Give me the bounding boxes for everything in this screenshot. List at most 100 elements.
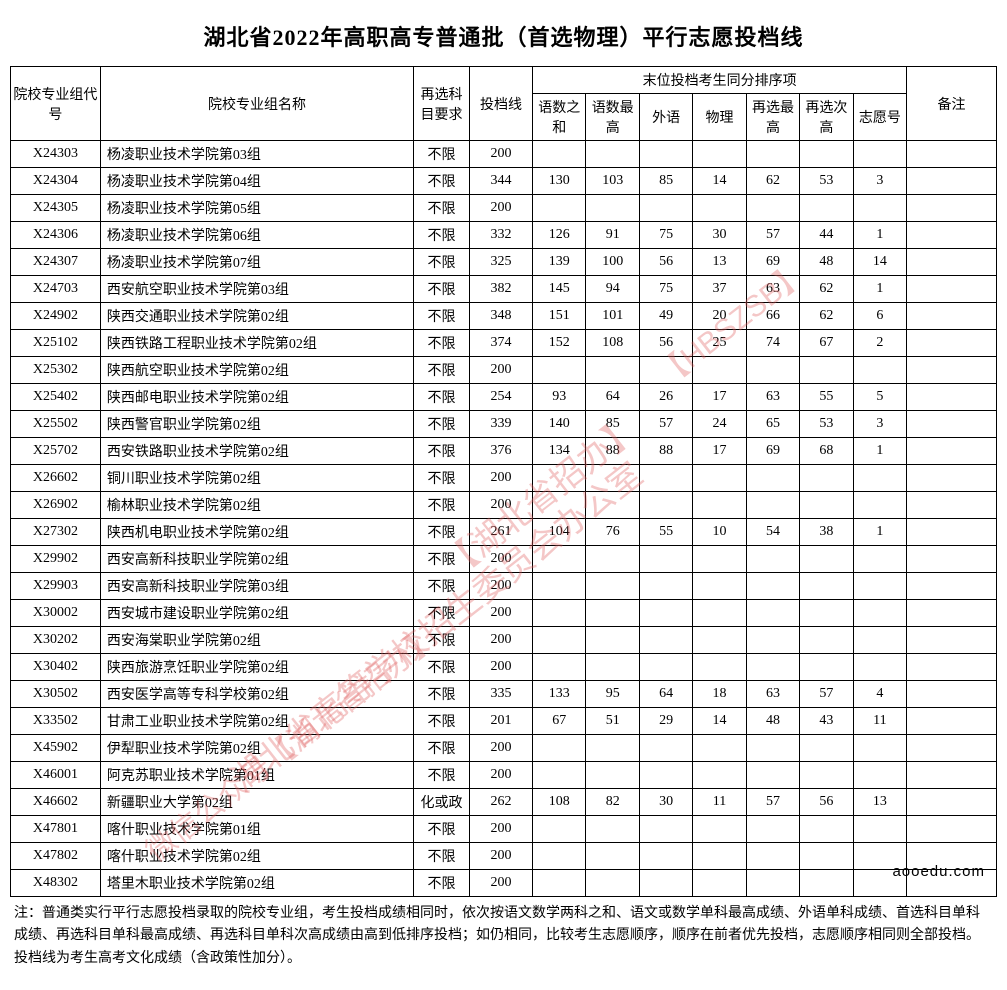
cell-s4: 11 [693, 789, 746, 816]
cell-name: 杨凌职业技术学院第05组 [100, 195, 413, 222]
table-row: X25502陕西警官职业学院第02组不限33914085572465533 [11, 411, 997, 438]
cell-s1 [533, 600, 586, 627]
cell-s1: 93 [533, 384, 586, 411]
cell-code: X47802 [11, 843, 101, 870]
table-row: X24902陕西交通职业技术学院第02组不限348151101492066626 [11, 303, 997, 330]
cell-s1: 145 [533, 276, 586, 303]
cell-req: 不限 [414, 654, 470, 681]
cell-s7 [853, 816, 907, 843]
cell-s1: 134 [533, 438, 586, 465]
cell-s6: 62 [800, 276, 853, 303]
cell-s1: 139 [533, 249, 586, 276]
table-row: X45902伊犁职业技术学院第02组不限200 [11, 735, 997, 762]
cell-s6: 43 [800, 708, 853, 735]
cell-s5: 69 [746, 249, 799, 276]
cell-req: 不限 [414, 546, 470, 573]
cell-s1 [533, 195, 586, 222]
cell-note [907, 546, 997, 573]
cell-s3: 56 [639, 330, 692, 357]
cell-s5: 57 [746, 222, 799, 249]
table-row: X24304杨凌职业技术学院第04组不限344130103851462533 [11, 168, 997, 195]
table-row: X30002西安城市建设职业学院第02组不限200 [11, 600, 997, 627]
cell-score: 335 [469, 681, 532, 708]
cell-note [907, 303, 997, 330]
cell-s4: 17 [693, 384, 746, 411]
cell-s3 [639, 492, 692, 519]
cell-s4: 10 [693, 519, 746, 546]
cell-req: 不限 [414, 735, 470, 762]
cell-note [907, 168, 997, 195]
cell-code: X24306 [11, 222, 101, 249]
cell-s2 [586, 195, 639, 222]
cell-s3: 64 [639, 681, 692, 708]
cell-s4: 14 [693, 708, 746, 735]
table-row: X24703西安航空职业技术学院第03组不限38214594753763621 [11, 276, 997, 303]
cell-score: 200 [469, 762, 532, 789]
table-row: X26602铜川职业技术学院第02组不限200 [11, 465, 997, 492]
table-row: X25102陕西铁路工程职业技术学院第02组不限3741521085625746… [11, 330, 997, 357]
cell-name: 西安高新科技职业学院第02组 [100, 546, 413, 573]
cell-s1: 130 [533, 168, 586, 195]
table-row: X29902西安高新科技职业学院第02组不限200 [11, 546, 997, 573]
cell-s5: 54 [746, 519, 799, 546]
cell-s5 [746, 816, 799, 843]
cell-s1 [533, 843, 586, 870]
cell-s5 [746, 627, 799, 654]
cell-note [907, 789, 997, 816]
cell-s6 [800, 546, 853, 573]
table-row: X30502西安医学高等专科学校第02组不限33513395641863574 [11, 681, 997, 708]
cell-name: 甘肃工业职业技术学院第02组 [100, 708, 413, 735]
cell-name: 西安铁路职业技术学院第02组 [100, 438, 413, 465]
cell-s2 [586, 843, 639, 870]
cell-s5: 74 [746, 330, 799, 357]
cell-s3 [639, 465, 692, 492]
cell-score: 348 [469, 303, 532, 330]
cell-req: 不限 [414, 870, 470, 897]
cell-s5: 66 [746, 303, 799, 330]
cell-score: 200 [469, 735, 532, 762]
cell-s6 [800, 600, 853, 627]
cell-s2 [586, 492, 639, 519]
cell-s7 [853, 735, 907, 762]
cell-req: 不限 [414, 195, 470, 222]
cell-s1 [533, 870, 586, 897]
cell-s7: 3 [853, 168, 907, 195]
cell-s1: 133 [533, 681, 586, 708]
cell-req: 不限 [414, 600, 470, 627]
cell-s2 [586, 816, 639, 843]
cell-name: 杨凌职业技术学院第07组 [100, 249, 413, 276]
cell-s5: 63 [746, 384, 799, 411]
cell-score: 261 [469, 519, 532, 546]
table-row: X33502甘肃工业职业技术学院第02组不限20167512914484311 [11, 708, 997, 735]
cell-score: 200 [469, 573, 532, 600]
cell-s4: 37 [693, 276, 746, 303]
cell-s6 [800, 843, 853, 870]
cell-req: 不限 [414, 357, 470, 384]
cell-s4 [693, 573, 746, 600]
cell-s3 [639, 870, 692, 897]
cell-s2: 88 [586, 438, 639, 465]
cell-s3 [639, 654, 692, 681]
cell-s4 [693, 600, 746, 627]
cell-s6: 62 [800, 303, 853, 330]
cell-s5 [746, 141, 799, 168]
cell-s5: 62 [746, 168, 799, 195]
cell-s6: 55 [800, 384, 853, 411]
cell-s4 [693, 195, 746, 222]
cell-name: 西安高新科技职业学院第03组 [100, 573, 413, 600]
table-row: X47801喀什职业技术学院第01组不限200 [11, 816, 997, 843]
cell-s5 [746, 870, 799, 897]
cell-score: 374 [469, 330, 532, 357]
cell-s7: 11 [853, 708, 907, 735]
cell-s5 [746, 573, 799, 600]
cell-s1 [533, 654, 586, 681]
cell-req: 不限 [414, 465, 470, 492]
cell-s3 [639, 195, 692, 222]
cell-s4 [693, 762, 746, 789]
cell-s6 [800, 654, 853, 681]
cell-req: 不限 [414, 141, 470, 168]
cell-s7: 2 [853, 330, 907, 357]
cell-req: 不限 [414, 762, 470, 789]
cell-note [907, 195, 997, 222]
cell-code: X24902 [11, 303, 101, 330]
